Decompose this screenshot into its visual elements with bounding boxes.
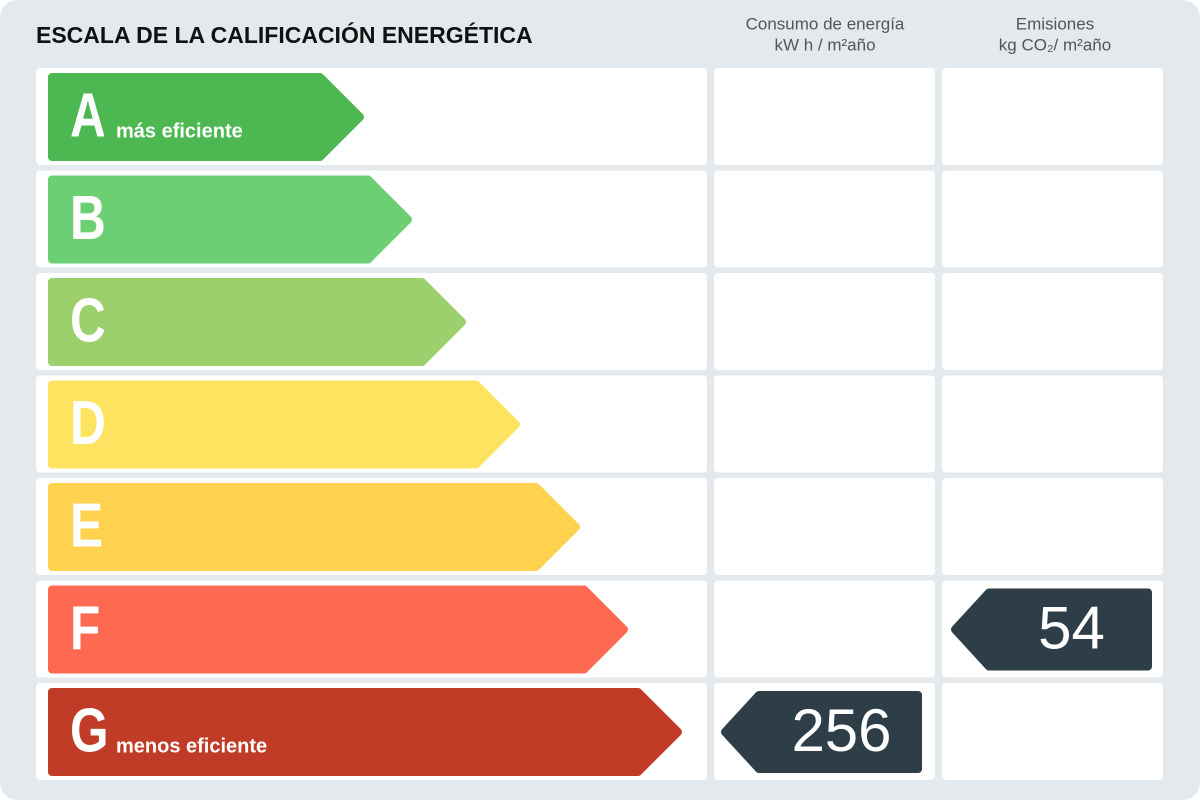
- rating-arrow: [48, 278, 466, 366]
- column-header: Consumo de energía: [746, 14, 905, 33]
- rating-arrow: [48, 483, 580, 571]
- row-cell: [942, 273, 1163, 370]
- row-cell: [714, 478, 935, 575]
- row-cell: [942, 683, 1163, 780]
- column-header: Emisiones: [1016, 14, 1094, 33]
- rating-arrow: [48, 175, 412, 264]
- rating-letter: F: [70, 593, 100, 663]
- rating-letter: B: [70, 183, 106, 253]
- rating-arrow: [48, 380, 520, 469]
- rating-letter: A: [70, 80, 106, 150]
- value-label: 256: [791, 697, 891, 764]
- value-badge: [951, 588, 1152, 671]
- row-cell: [714, 580, 935, 678]
- row-cell: [714, 170, 935, 268]
- column-unit: kW h / m²año: [774, 35, 875, 54]
- rating-arrow: [48, 688, 682, 776]
- rating-letter: C: [70, 285, 106, 355]
- row-cell: [942, 375, 1163, 473]
- title: ESCALA DE LA CALIFICACIÓN ENERGÉTICA: [36, 21, 533, 48]
- column-unit: kg CO₂/ m²año: [999, 35, 1111, 54]
- row-cell: [714, 273, 935, 370]
- row-cell: [714, 68, 935, 165]
- rating-letter: E: [70, 490, 103, 560]
- rating-letter: G: [70, 695, 109, 765]
- rating-note: menos eficiente: [116, 735, 267, 757]
- row-cell: [942, 478, 1163, 575]
- value-label: 54: [1038, 594, 1105, 661]
- row-cell: [714, 375, 935, 473]
- rating-letter: D: [70, 388, 106, 458]
- value-badge: [721, 691, 922, 773]
- row-cell: [942, 170, 1163, 268]
- rating-note: más eficiente: [116, 120, 243, 142]
- rating-arrow: [48, 73, 364, 161]
- rating-arrow: [48, 585, 628, 674]
- row-cell: [942, 68, 1163, 165]
